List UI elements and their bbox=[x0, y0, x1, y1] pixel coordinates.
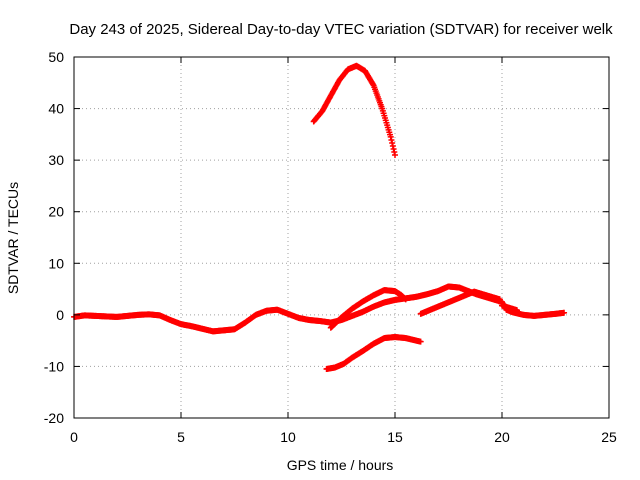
y-tick-label: -10 bbox=[44, 358, 64, 374]
data-points bbox=[71, 62, 568, 373]
axis-ticks: 0 5 10 15 20 25 -20 -10 0 10 20 30 40 50 bbox=[44, 49, 617, 445]
y-tick-label: 20 bbox=[48, 204, 64, 220]
data-point bbox=[561, 309, 568, 316]
series-scattered bbox=[417, 288, 520, 317]
y-tick-label: 30 bbox=[48, 152, 64, 168]
y-tick-label: 50 bbox=[48, 49, 64, 65]
x-tick-label: 5 bbox=[177, 429, 185, 445]
x-tick-label: 10 bbox=[280, 429, 296, 445]
x-axis-title: GPS time / hours bbox=[287, 457, 394, 473]
x-tick-label: 20 bbox=[494, 429, 510, 445]
y-tick-label: -20 bbox=[44, 410, 64, 426]
y-tick-label: 0 bbox=[56, 307, 64, 323]
x-tick-label: 25 bbox=[601, 429, 617, 445]
series-lower-branch bbox=[323, 334, 424, 373]
series-upper-branch bbox=[327, 287, 409, 331]
chart-title: Day 243 of 2025, Sidereal Day-to-day VTE… bbox=[69, 21, 613, 38]
y-tick-label: 40 bbox=[48, 101, 64, 117]
series-upper-arc bbox=[310, 62, 398, 158]
grid-lines bbox=[74, 57, 609, 418]
data-point bbox=[392, 151, 398, 158]
y-axis-title: SDTVAR / TECUs bbox=[5, 182, 21, 294]
x-tick-label: 15 bbox=[387, 429, 403, 445]
data-point bbox=[417, 338, 424, 345]
plot-frame bbox=[73, 56, 610, 419]
y-tick-label: 10 bbox=[48, 255, 64, 271]
data-point bbox=[513, 307, 520, 314]
data-point bbox=[402, 296, 409, 303]
x-tick-label: 0 bbox=[70, 429, 78, 445]
